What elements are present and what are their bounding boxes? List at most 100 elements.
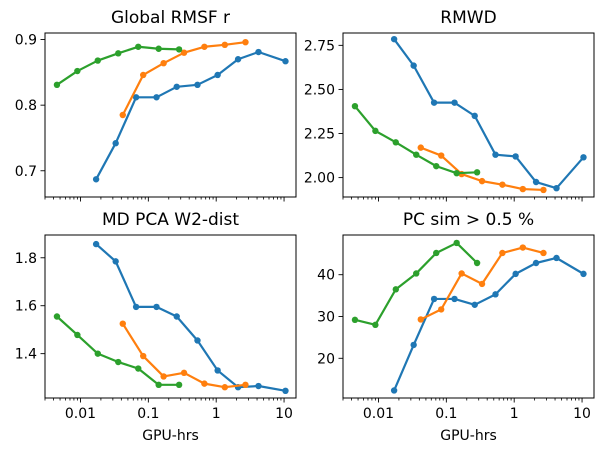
data-point — [553, 254, 560, 262]
subplot-2: RMWD 2.00 2.25 2.50 2.75 — [304, 8, 595, 202]
y-tick-label: 20 — [317, 351, 335, 367]
y-tick-label: 2.75 — [304, 38, 335, 54]
data-point — [135, 365, 142, 372]
data-point — [417, 144, 424, 151]
data-point — [540, 186, 547, 194]
data-point — [112, 140, 119, 147]
series-line — [354, 241, 478, 326]
data-point — [390, 35, 398, 43]
data-point — [53, 313, 61, 320]
series-line — [95, 243, 286, 392]
x-tick-label: 0.1 — [137, 406, 159, 422]
subplot-4: PC sim > 0.5 % 0.01 0.1 1 10 20 30 40 GPU-hrs — [317, 210, 595, 444]
y-tick-label: 2.50 — [304, 82, 335, 98]
plot-frame — [342, 32, 595, 198]
x-axis-label: GPU-hrs — [142, 428, 199, 444]
y-tick-label: 40 — [317, 268, 335, 284]
data-point — [194, 81, 201, 89]
data-point — [175, 381, 183, 389]
data-point — [234, 56, 242, 63]
data-point — [471, 112, 478, 120]
data-point — [499, 181, 506, 188]
series-3 — [53, 43, 183, 89]
data-point — [478, 177, 486, 185]
x-tick-label: 10 — [275, 406, 293, 422]
data-point — [92, 176, 100, 183]
y-tick-label: 2.00 — [304, 171, 335, 187]
data-point — [135, 43, 142, 50]
data-point — [132, 94, 140, 101]
data-point — [119, 111, 126, 119]
series-2 — [119, 320, 249, 391]
data-point — [512, 153, 519, 160]
data-point — [132, 303, 140, 311]
data-point — [532, 259, 540, 267]
data-point — [155, 45, 162, 52]
data-point — [242, 381, 249, 389]
y-tick-label: 1.6 — [15, 299, 37, 315]
data-point — [453, 239, 460, 247]
data-point — [437, 152, 445, 159]
series-3 — [351, 102, 481, 177]
data-point — [580, 154, 587, 161]
data-point — [180, 369, 188, 377]
series-line — [393, 38, 585, 190]
y-tick-label: 0.7 — [15, 164, 37, 180]
data-point — [512, 270, 519, 278]
data-point — [201, 43, 208, 50]
data-point — [451, 295, 458, 303]
x-tick-label: 0.1 — [435, 406, 457, 422]
y-tick-label: 0.8 — [15, 98, 37, 114]
subplot-title: PC sim > 0.5 % — [403, 210, 534, 230]
data-point — [437, 306, 445, 313]
data-point — [255, 48, 262, 56]
data-point — [473, 259, 481, 267]
data-point — [119, 320, 126, 327]
y-tick-label: 1.8 — [15, 251, 37, 267]
data-point — [478, 280, 486, 288]
series-line — [354, 105, 478, 175]
data-point — [451, 99, 458, 106]
data-point — [74, 331, 81, 339]
x-tick-label: 0.01 — [65, 406, 96, 422]
data-point — [175, 46, 183, 53]
data-point — [430, 99, 438, 106]
data-point — [433, 249, 440, 257]
x-tick-label: 0.01 — [363, 406, 394, 422]
subplot-1: Global RMSF r 0.7 0.8 0.9 — [15, 8, 297, 202]
data-point — [173, 83, 180, 90]
data-point — [94, 57, 102, 64]
data-point — [282, 387, 289, 395]
data-point — [53, 81, 61, 89]
data-point — [413, 151, 420, 158]
series-1 — [390, 254, 587, 394]
x-tick-label: 1 — [212, 406, 221, 422]
data-point — [553, 184, 560, 192]
subplot-3: MD PCA W2-dist 0.01 0.1 1 10 1.4 1.6 1.8 GPU-hrs — [15, 210, 297, 444]
data-point — [473, 169, 481, 176]
data-point — [160, 59, 167, 67]
y-tick-label: 1.4 — [15, 347, 37, 363]
data-point — [390, 387, 398, 394]
data-point — [155, 381, 162, 389]
plot-frame — [44, 234, 297, 399]
data-point — [221, 384, 229, 391]
series-2 — [417, 144, 547, 194]
data-point — [153, 94, 160, 101]
data-point — [532, 178, 540, 186]
data-point — [392, 286, 400, 293]
series-line — [95, 50, 286, 180]
data-point — [519, 244, 527, 251]
data-point — [153, 303, 160, 311]
plot-frame — [342, 234, 595, 399]
series-2 — [119, 38, 249, 119]
data-point — [94, 350, 102, 357]
data-point — [351, 102, 359, 110]
data-point — [519, 185, 527, 193]
x-tick-label: 1 — [510, 406, 519, 422]
data-point — [372, 127, 379, 135]
y-tick-label: 30 — [317, 310, 335, 326]
data-point — [173, 313, 180, 320]
data-point — [413, 270, 420, 277]
